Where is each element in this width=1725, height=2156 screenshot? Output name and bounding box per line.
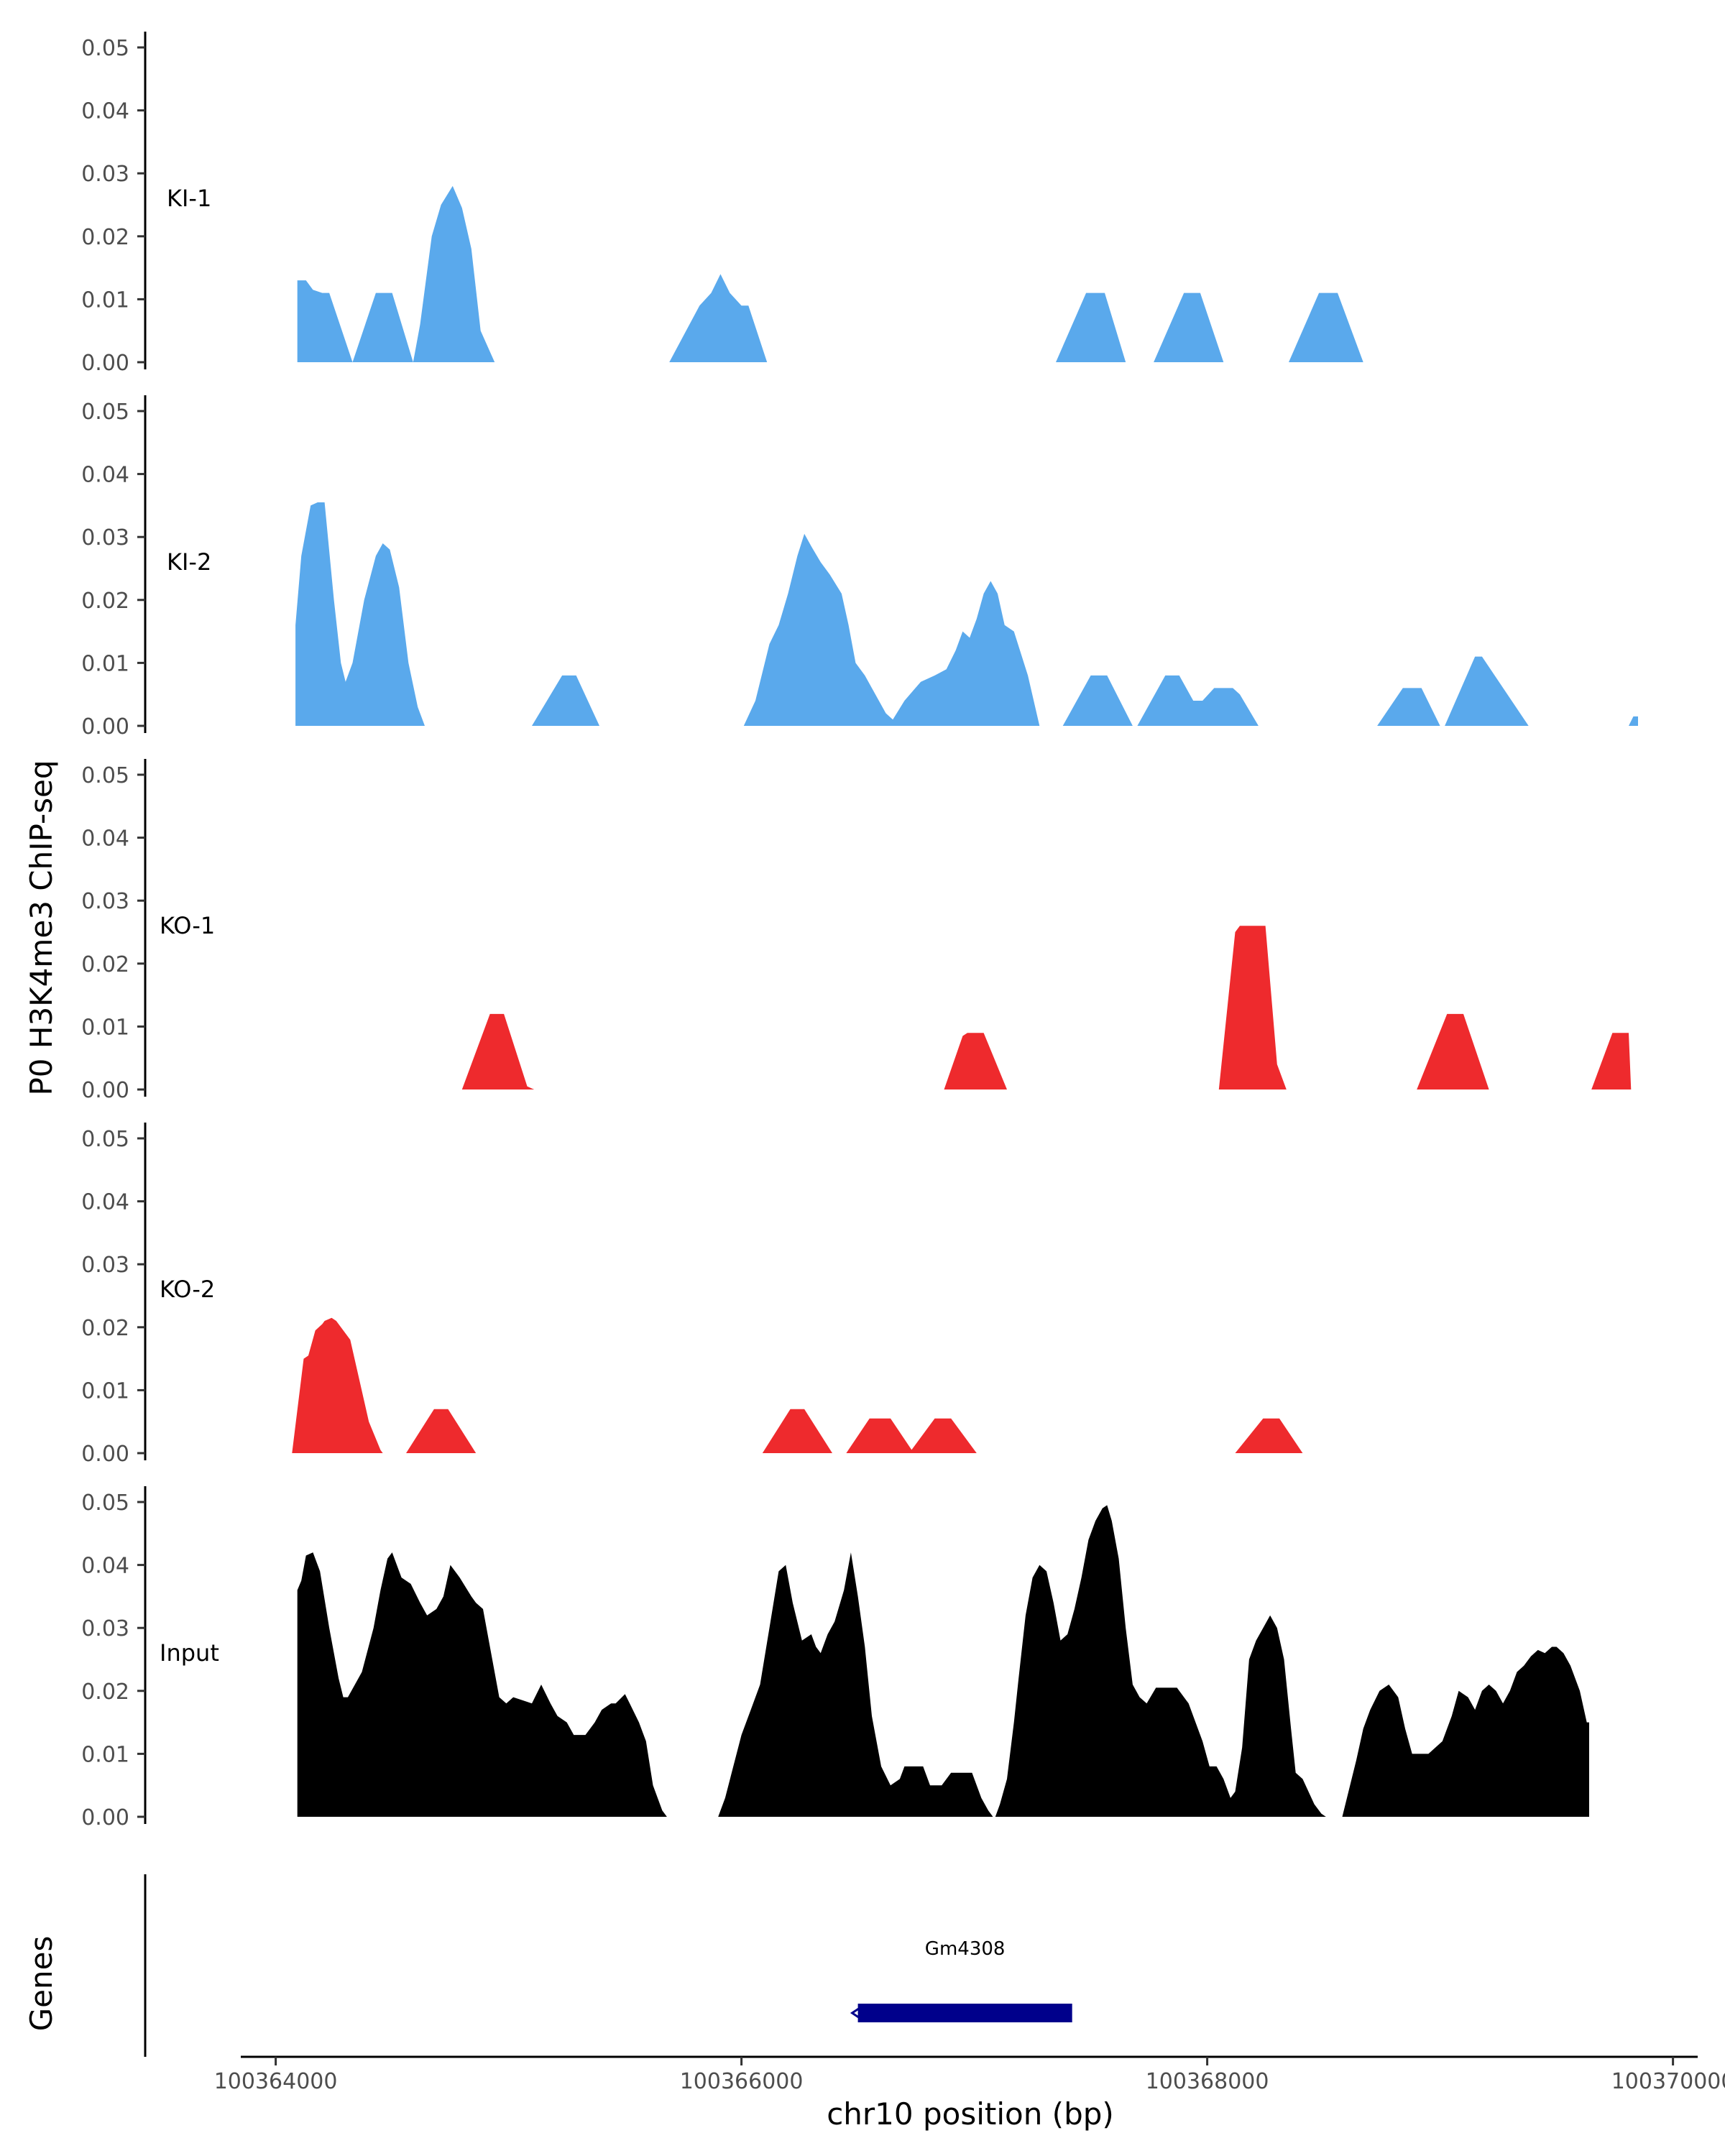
coverage-area: [718, 1552, 993, 1817]
coverage-area: [1218, 926, 1287, 1089]
coverage-area: [944, 1033, 1007, 1089]
coverage-area: [846, 1418, 914, 1453]
track-ko-2: 0.00 0.01 0.02 0.03 0.04 0.05 KO-2: [81, 1123, 1303, 1467]
y-tick-label: 0.02: [81, 1316, 129, 1341]
coverage-area: [1377, 688, 1440, 726]
track-ko-1: 0.00 0.01 0.02 0.03 0.04 0.05 KO-1: [81, 759, 1632, 1103]
track-label: KO-1: [160, 912, 215, 939]
coverage-area: [297, 1552, 667, 1817]
track-ki-1: 0.00 0.01 0.02 0.03 0.04 0.05 KI-1: [81, 32, 1363, 376]
coverage-area: [292, 1317, 383, 1453]
coverage-area: [995, 1505, 1326, 1817]
strand-arrow-icon: [850, 2006, 862, 2020]
y-tick-label: 0.00: [81, 714, 129, 740]
chip-seq-tracks: 0.00 0.01 0.02 0.03 0.04 0.05 KI-1 0.00 0.01 0.02…: [81, 32, 1638, 1830]
y-tick-label: 0.03: [81, 1616, 129, 1641]
coverage-area: [1445, 656, 1529, 726]
y-tick-label: 0.05: [81, 36, 129, 61]
x-tick-label: 100364000: [214, 2069, 338, 2094]
x-tick-label: 100368000: [1146, 2069, 1269, 2094]
track-label: Input: [160, 1639, 219, 1667]
x-tick-label: 100366000: [680, 2069, 804, 2094]
coverage-area: [295, 502, 425, 726]
y-tick-label: 0.04: [81, 826, 129, 852]
coverage-area: [1591, 1033, 1632, 1089]
coverage-area: [1417, 1013, 1489, 1089]
coverage-area: [1629, 716, 1638, 726]
y-tick-label: 0.05: [81, 763, 129, 788]
coverage-area: [1137, 675, 1259, 726]
x-axis-title: chr10 position (bp): [827, 2096, 1114, 2132]
x-axis: 100364000 100366000 100368000 100370000: [214, 2055, 1725, 2094]
genes-track-title: Genes: [24, 1936, 59, 2032]
y-tick-label: 0.04: [81, 463, 129, 488]
coverage-area: [1289, 292, 1363, 362]
track-input: 0.00 0.01 0.02 0.03 0.04 0.05 Input: [81, 1486, 1589, 1830]
gene-track: Gm4308: [144, 1874, 1072, 2057]
track-ki-2: 0.00 0.01 0.02 0.03 0.04 0.05 KI-2: [81, 395, 1638, 740]
coverage-area: [1154, 292, 1224, 362]
gene-label: Gm4308: [925, 1938, 1006, 1960]
y-tick-label: 0.05: [81, 1127, 129, 1152]
gene-gm4308: Gm4308: [850, 1938, 1072, 2022]
y-tick-label: 0.03: [81, 162, 129, 187]
y-tick-label: 0.04: [81, 99, 129, 124]
coverage-area: [406, 1409, 477, 1453]
coverage-area: [1342, 1646, 1589, 1817]
coverage-area: [669, 274, 768, 362]
y-tick-label: 0.02: [81, 225, 129, 250]
track-label: KI-2: [167, 548, 211, 576]
coverage-area: [1235, 1418, 1303, 1453]
y-tick-label: 0.02: [81, 952, 129, 977]
y-tick-label: 0.01: [81, 1015, 129, 1040]
y-tick-label: 0.03: [81, 889, 129, 914]
coverage-area: [743, 533, 1040, 726]
coverage-area: [908, 1418, 977, 1453]
y-tick-label: 0.01: [81, 1742, 129, 1767]
y-tick-label: 0.00: [81, 1442, 129, 1467]
y-tick-label: 0.01: [81, 1378, 129, 1404]
y-tick-label: 0.04: [81, 1554, 129, 1579]
y-tick-label: 0.00: [81, 351, 129, 376]
y-tick-label: 0.05: [81, 1491, 129, 1516]
y-tick-label: 0.01: [81, 287, 129, 313]
y-tick-label: 0.03: [81, 525, 129, 550]
coverage-area: [532, 675, 599, 726]
y-tick-label: 0.01: [81, 651, 129, 676]
y-tick-label: 0.02: [81, 1680, 129, 1705]
coverage-area: [461, 1013, 535, 1089]
y-tick-label: 0.03: [81, 1253, 129, 1278]
x-tick-label: 100370000: [1611, 2069, 1725, 2094]
y-tick-label: 0.05: [81, 400, 129, 425]
y-tick-label: 0.04: [81, 1190, 129, 1215]
coverage-area: [1062, 675, 1133, 726]
y-tick-label: 0.02: [81, 589, 129, 614]
track-label: KI-1: [167, 185, 211, 212]
gene-body: [857, 2004, 1072, 2022]
y-tick-label: 0.00: [81, 1078, 129, 1103]
coverage-area: [762, 1409, 832, 1453]
coverage-area: [1056, 292, 1126, 362]
track-label: KO-2: [160, 1276, 215, 1303]
y-axis-title: P0 H3K4me3 ChIP-seq: [24, 760, 59, 1095]
y-tick-label: 0.00: [81, 1805, 129, 1830]
coverage-area: [297, 185, 495, 362]
